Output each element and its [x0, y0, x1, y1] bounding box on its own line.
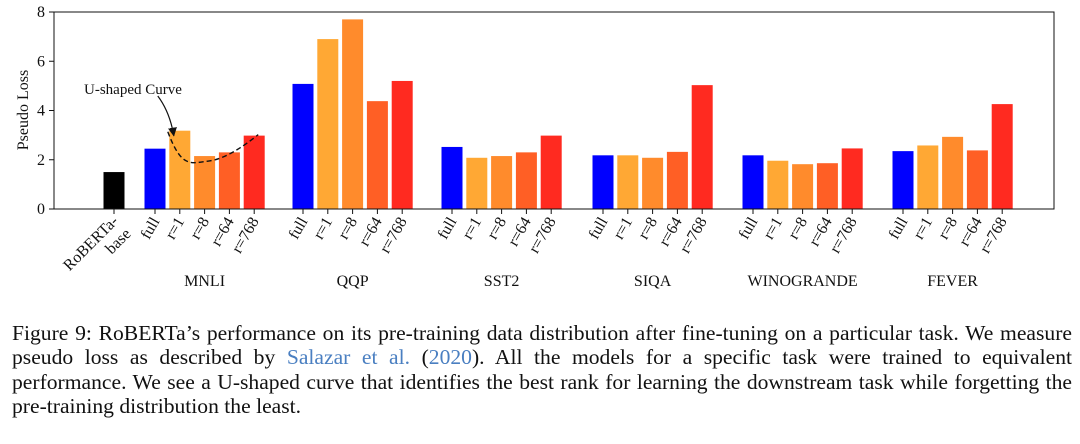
bar-winogrande-r768: [841, 148, 863, 209]
x-tick-label: r=1: [162, 215, 188, 243]
bar-roberta-base: [103, 172, 125, 209]
y-tick-label: 4: [37, 103, 45, 120]
group-label-sst2: SST2: [484, 273, 520, 290]
bar-winogrande-r1: [767, 160, 789, 209]
citation-year-link[interactable]: 2020: [428, 345, 472, 370]
annotation-arrow: [157, 95, 177, 137]
x-tick-label: r=1: [310, 215, 336, 243]
bar-fever-full: [892, 151, 914, 209]
bar-mnli-full: [144, 148, 166, 209]
bar-mnli-r768: [243, 135, 265, 209]
y-tick-label: 8: [37, 4, 45, 21]
x-tick-label: full: [736, 214, 762, 242]
bar-sst2-r768: [540, 135, 562, 209]
x-tick-label: full: [286, 214, 312, 242]
y-axis-label: Pseudo Loss: [15, 70, 32, 150]
bar-sst2-r64: [515, 152, 537, 209]
group-label-fever: FEVER: [927, 273, 978, 290]
bar-qqp-r8: [342, 19, 364, 210]
caption-text: Figure 9: RoBERTa’s performance on its p…: [12, 321, 1072, 370]
bars-layer: [103, 19, 1013, 210]
x-tick-label: r=1: [760, 215, 786, 243]
ticks-layer: 0 2 4 6 8: [37, 4, 1003, 218]
bar-mnli-r8: [194, 156, 216, 209]
baseline-label: RoBERTa- base: [60, 213, 134, 274]
caption-cite-open: (: [410, 345, 429, 370]
y-tick-label: 0: [37, 201, 45, 218]
bar-sst2-r1: [466, 157, 488, 209]
bar-mnli-r64: [218, 152, 240, 209]
group-label-winogrande: WINOGRANDE: [747, 273, 857, 290]
bar-mnli-r1: [169, 130, 191, 209]
labels-layer: fullr=1r=8r=64r=768MNLIfullr=1r=8r=64r=7…: [138, 214, 1011, 290]
bar-qqp-r1: [317, 39, 339, 210]
bar-siqa-r768: [691, 85, 713, 209]
y-tick-label: 6: [37, 53, 45, 70]
bar-fever-r1: [917, 145, 939, 209]
bar-fever-r8: [942, 136, 964, 209]
bar-qqp-full: [292, 83, 314, 209]
x-tick-label: full: [435, 214, 461, 242]
caption-text-end: ). All the models for a specific task we…: [12, 345, 1073, 419]
x-tick-label: r=1: [910, 215, 936, 243]
bar-sst2-r8: [491, 156, 513, 209]
bar-winogrande-r64: [816, 163, 838, 209]
bar-siqa-full: [592, 155, 614, 209]
annotation-label: U-shaped Curve: [84, 82, 182, 98]
x-tick-label: full: [886, 214, 912, 242]
x-tick-label: full: [586, 214, 612, 242]
group-label-qqp: QQP: [337, 273, 369, 290]
plot-frame: [53, 11, 1055, 210]
bar-sst2-full: [441, 146, 463, 209]
x-tick-label: full: [138, 214, 164, 242]
bar-qqp-r64: [366, 101, 388, 209]
bar-winogrande-r8: [792, 164, 814, 209]
bar-qqp-r768: [391, 80, 413, 209]
x-tick-label: r=1: [459, 215, 485, 243]
group-label-siqa: SIQA: [634, 273, 672, 290]
citation-author-link[interactable]: Salazar et al.: [286, 345, 411, 370]
figure-caption: Figure 9: RoBERTa’s performance on its p…: [12, 321, 1072, 419]
bar-winogrande-full: [742, 155, 764, 209]
bar-fever-r64: [966, 150, 988, 209]
x-tick-label: r=1: [610, 215, 636, 243]
u-shaped-curve: [167, 131, 259, 164]
bar-siqa-r1: [617, 155, 639, 209]
bar-siqa-r8: [642, 157, 664, 209]
bar-siqa-r64: [666, 151, 688, 209]
group-label-mnli: MNLI: [184, 273, 225, 290]
y-tick-label: 2: [37, 152, 45, 169]
bar-fever-r768: [991, 104, 1013, 209]
